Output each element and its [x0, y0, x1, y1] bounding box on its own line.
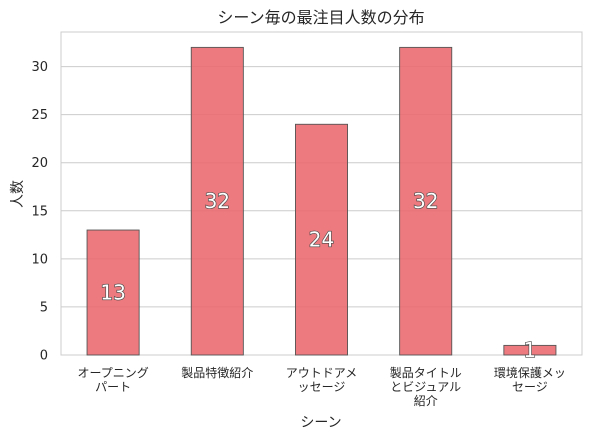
bar-value-label: 13: [100, 281, 125, 305]
x-tick-label: 製品タイトルとビジュアル紹介: [390, 366, 462, 408]
x-tick-label: 製品特徴紹介: [181, 365, 253, 380]
x-axis-ticks: オープニングパート 製品特徴紹介 アウトドアメッセージ 製品タイトルとビジュアル紹介 環…: [77, 365, 565, 408]
y-tick-label: 5: [40, 300, 48, 315]
bar-value-labels: 13 32 24 32 1: [100, 189, 537, 363]
bar-value-label: 32: [205, 189, 230, 213]
bar-value-label: 1: [524, 338, 537, 362]
y-tick-label: 25: [31, 108, 48, 123]
y-axis-ticks: 0 5 10 15 20 25 30: [31, 60, 48, 363]
bar: [503, 344, 557, 356]
y-tick-label: 20: [31, 156, 48, 171]
bars: [86, 46, 557, 356]
y-tick-label: 10: [31, 252, 48, 267]
x-axis-label: シーン: [300, 415, 341, 431]
bar: [190, 46, 244, 356]
x-tick-label: アウトドアメッセージ: [286, 366, 357, 394]
y-tick-label: 0: [40, 349, 48, 364]
x-tick-label: オープニングパート: [77, 366, 148, 394]
y-axis-label: 人数: [10, 180, 26, 208]
y-tick-label: 30: [31, 60, 48, 75]
bar: [86, 229, 140, 356]
chart-title: シーン毎の最注目人数の分布: [217, 8, 424, 27]
bar-value-label: 24: [309, 228, 334, 252]
x-tick-label: 環境保護メッセージ: [494, 365, 566, 394]
bar-value-label: 32: [413, 189, 438, 213]
y-tick-label: 15: [31, 204, 48, 219]
bar: [399, 46, 453, 356]
bar: [295, 123, 349, 356]
